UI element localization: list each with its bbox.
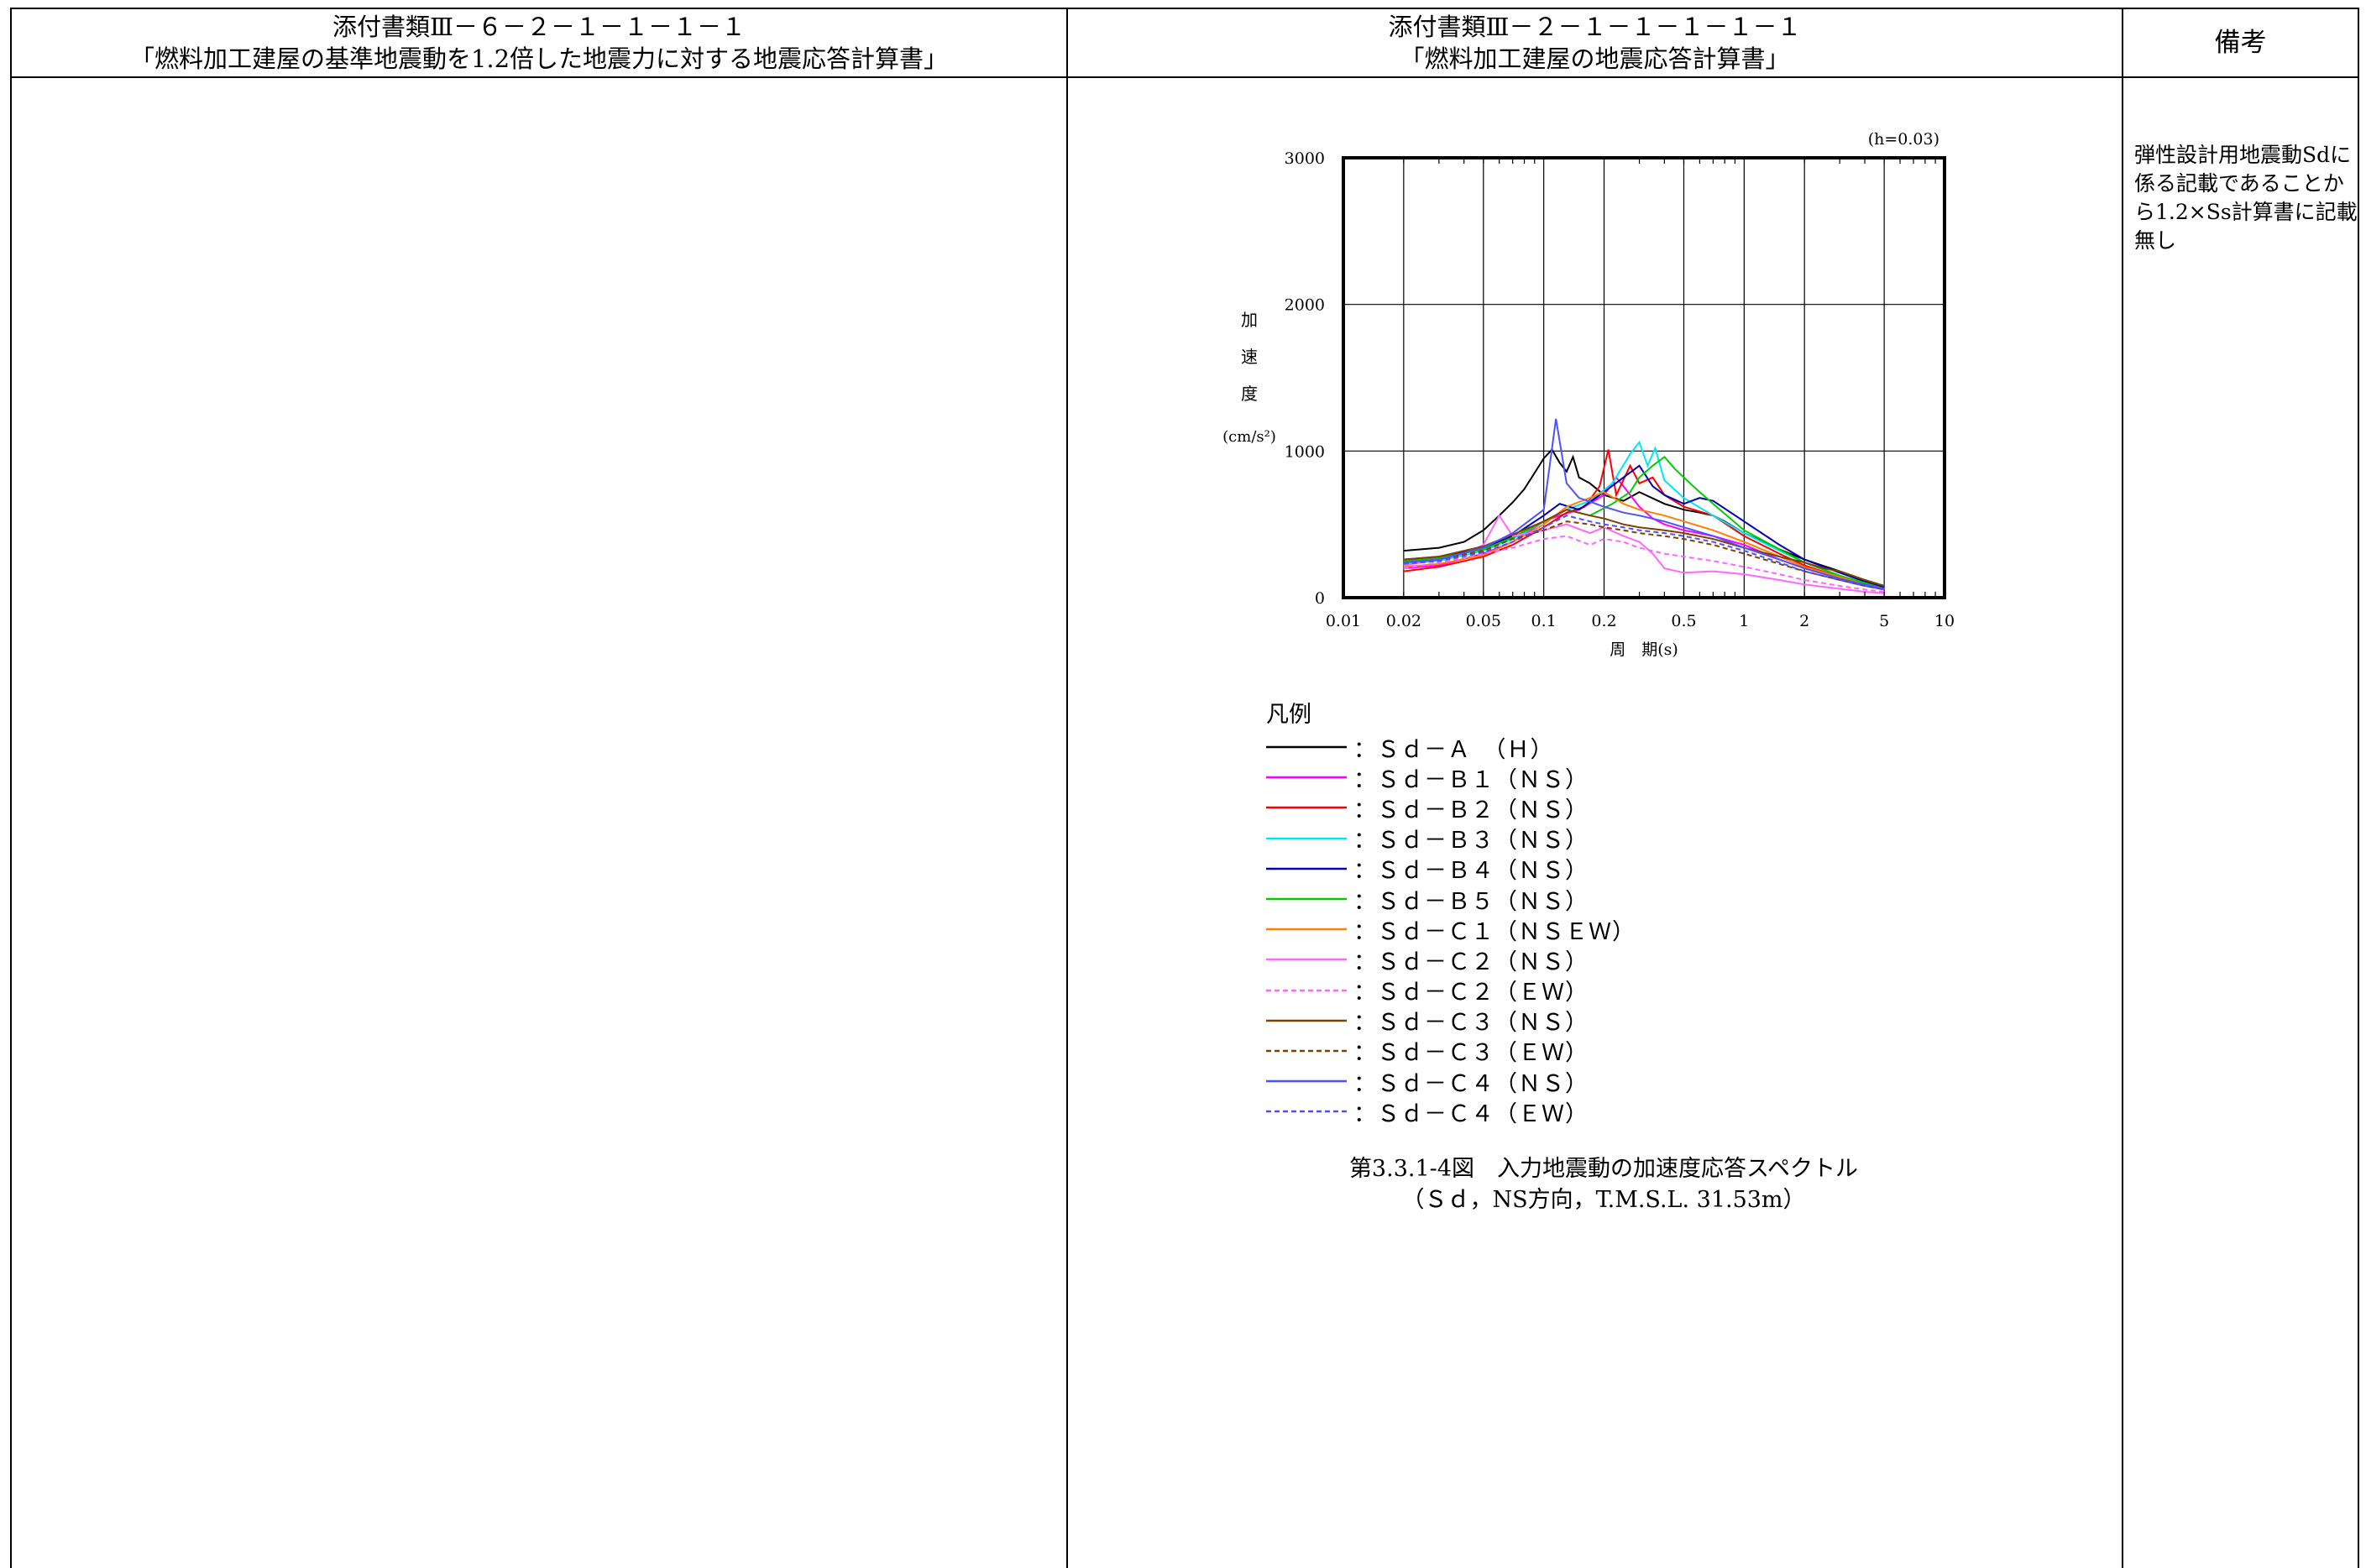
y-axis-label-char: 速 [1241,347,1258,367]
y-tick-label: 1000 [1285,442,1325,461]
series-line-8 [1403,514,1885,594]
legend-label: ：Ｓｄ－Ｃ３（ＮＳ） [1353,1010,1589,1037]
table-frame [10,8,2359,1568]
series-line-12 [1403,418,1885,590]
response-spectrum-chart: 0.01 0.02 0.05 0.1 0.2 0.5 1 2 5 100100020003000 … [1222,130,1955,659]
legend-swatch [1266,897,1347,901]
x-tick-label: 0.01 [1326,612,1361,630]
chart-grid [1343,157,1945,598]
legend-entry: ：Ｓｄ－Ｂ１（ＮＳ） [1266,762,1636,793]
remarks-note: 弾性設計用地震動Sdに係る記載であることから1.2×Ss計算書に記載無し [2134,143,2358,253]
legend-label: ：Ｓｄ－Ａ （Ｈ） [1353,736,1554,763]
legend-entry: ：Ｓｄ－Ｂ２（ＮＳ） [1266,792,1636,823]
x-tick-label: 0.2 [1591,612,1616,630]
x-tick-label: 2 [1799,612,1809,630]
chart-ticks: 0.01 0.02 0.05 0.1 0.2 0.5 1 2 5 10 0 1000 2000 3000 [1285,149,1955,630]
legend-swatch [1266,1079,1347,1083]
legend-entry: ：Ｓｄ－Ｂ５（ＮＳ） [1266,884,1636,915]
legend-entry: ：Ｓｄ－Ｃ４（ＮＳ） [1266,1066,1636,1097]
legend-entries: ：Ｓｄ－Ａ （Ｈ） ：Ｓｄ－Ｂ１（ＮＳ） ：Ｓｄ－Ｂ２（ＮＳ） ：Ｓｄ－Ｂ３（ＮＳ） ：… [1266,732,1636,1127]
legend-swatch [1266,959,1347,961]
y-axis-label: 加速度 [1241,310,1258,404]
legend-label: ：Ｓｄ－Ｂ１（ＮＳ） [1353,766,1589,793]
x-tick-label: 0.1 [1531,612,1557,630]
y-tick-label: 3000 [1285,149,1325,168]
chart-series-group [1403,418,1885,594]
y-tick-label: 0 [1315,589,1325,608]
series-line-5 [1403,464,1885,588]
legend-entry: ：Ｓｄ－Ａ （Ｈ） [1266,732,1636,763]
figure-caption: 第3.3.1-4図 入力地震動の加速度応答スペクトル （Ｓｄ，NS方向，T.M.… [1276,1153,1931,1215]
legend-swatch [1266,867,1347,870]
legend-swatch [1266,745,1347,749]
legend-swatch [1266,1049,1347,1053]
legend-entry: ：Ｓｄ－Ｃ３（ＮＳ） [1266,1006,1636,1036]
legend-swatch [1266,989,1347,991]
y-axis-label-char: 度 [1241,384,1258,404]
remarks-header-label: 備考 [2214,28,2267,58]
middle-header-line2: 「燃料加工建屋の地震応答計算書」 [1400,44,1790,73]
legend-swatch [1266,1111,1347,1113]
legend-label: ：Ｓｄ－Ｃ２（ＥＷ） [1353,980,1589,1006]
legend-swatch [1266,776,1347,779]
left-header-line1: 添付書類Ⅲ－６－２－１－１－１－１ [332,13,746,41]
column-divider-right [2122,8,2123,1568]
legend-label: ：Ｓｄ－Ｂ５（ＮＳ） [1353,888,1589,915]
series-line-13 [1403,515,1885,591]
x-tick-label: 10 [1934,612,1955,630]
legend-swatch [1266,928,1347,931]
y-axis-label-char: 加 [1241,310,1258,330]
legend-entry: ：Ｓｄ－Ｃ２（ＥＷ） [1266,975,1636,1006]
legend-entry: ：Ｓｄ－Ｂ４（ＮＳ） [1266,854,1636,884]
series-line-11 [1403,520,1885,591]
x-axis-label: 周 期(s) [1610,640,1678,659]
series-line-7 [1403,491,1885,590]
caption-line2: （Ｓｄ，NS方向，T.M.S.L. 31.53m） [1401,1187,1806,1213]
legend-entry: ：Ｓｄ－Ｂ３（ＮＳ） [1266,823,1636,854]
legend-entry: ：Ｓｄ－Ｃ３（ＥＷ） [1266,1036,1636,1066]
x-tick-label: 1 [1739,612,1749,630]
legend-swatch [1266,807,1347,809]
remarks-column-header: 備考 [2123,9,2358,76]
middle-header-line1: 添付書類Ⅲ－２－１－１－１－１－１ [1388,13,1802,41]
x-tick-label: 5 [1879,612,1889,630]
plot-area-border [1342,156,1946,599]
x-tick-label: 0.05 [1466,612,1501,630]
x-tick-label: 0.02 [1386,612,1421,630]
legend-entry: ：Ｓｄ－Ｃ４（ＥＷ） [1266,1096,1636,1127]
y-tick-label: 2000 [1285,296,1325,315]
legend-swatch [1266,1019,1347,1022]
legend-label: ：Ｓｄ－Ｃ３（ＥＷ） [1353,1040,1589,1067]
y-axis-unit: (cm/s²) [1222,428,1276,446]
series-line-10 [1403,509,1885,587]
legend-label: ：Ｓｄ－Ｃ４（ＥＷ） [1353,1100,1589,1127]
legend-label: ：Ｓｄ－Ｂ４（ＮＳ） [1353,858,1589,885]
middle-column-header: 添付書類Ⅲ－２－１－１－１－１－１ 「燃料加工建屋の地震応答計算書」 [1068,9,2122,76]
legend-label: ：Ｓｄ－Ｃ１（ＮＳＥＷ） [1353,918,1636,945]
caption-line1: 第3.3.1-4図 入力地震動の加速度応答スペクトル [1348,1156,1859,1182]
header-divider [10,76,2359,78]
chart-legend: 凡例 ：Ｓｄ－Ａ （Ｈ） ：Ｓｄ－Ｂ１（ＮＳ） ：Ｓｄ－Ｂ２（ＮＳ） ：Ｓｄ－Ｂ３（Ｎ… [1266,698,1636,1127]
x-tick-label: 0.5 [1671,612,1696,630]
left-column-header: 添付書類Ⅲ－６－２－１－１－１－１ 「燃料加工建屋の基準地震動を1.2倍した地震… [12,9,1066,76]
series-line-3 [1403,449,1885,590]
legend-swatch [1266,837,1347,839]
series-line-9 [1403,535,1885,593]
legend-entry: ：Ｓｄ－Ｃ２（ＮＳ） [1266,944,1636,975]
legend-label: ：Ｓｄ－Ｃ４（ＮＳ） [1353,1070,1589,1097]
column-divider-left [1066,8,1068,1568]
series-line-6 [1403,455,1885,590]
legend-label: ：Ｓｄ－Ｃ２（ＮＳ） [1353,949,1589,975]
legend-title: 凡例 [1266,702,1311,728]
legend-entry: ：Ｓｄ－Ｃ１（ＮＳＥＷ） [1266,914,1636,945]
left-header-line2: 「燃料加工建屋の基準地震動を1.2倍した地震力に対する地震応答計算書」 [129,44,949,73]
damping-label: (h=0.03) [1868,130,1939,149]
legend-label: ：Ｓｄ－Ｂ３（ＮＳ） [1353,828,1589,855]
legend-label: ：Ｓｄ－Ｂ２（ＮＳ） [1353,797,1589,823]
